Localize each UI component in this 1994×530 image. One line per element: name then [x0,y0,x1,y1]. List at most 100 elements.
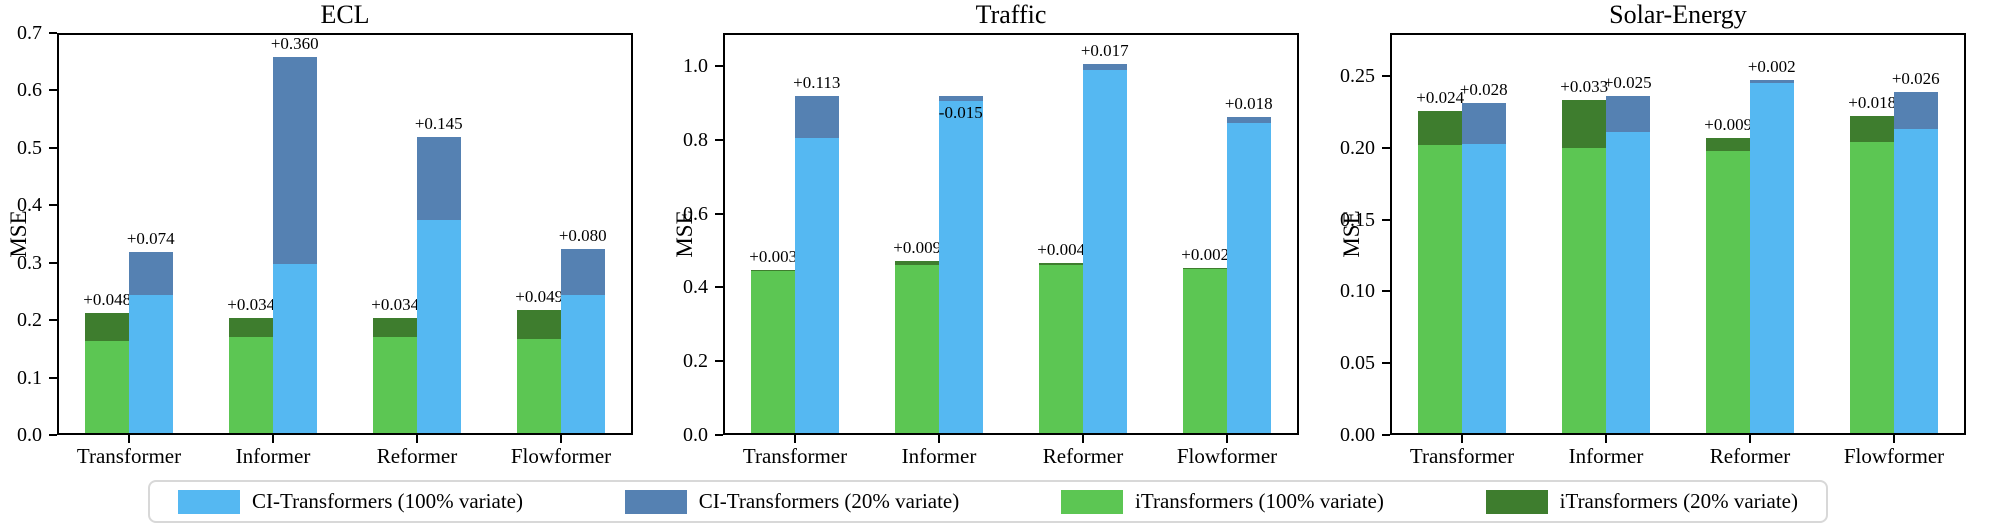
bar-itransformer-100 [1418,144,1462,435]
x-tick [1749,435,1751,443]
delta-annotation: -0.015 [938,103,983,123]
delta-annotation: +0.002 [1181,244,1230,264]
bar-ci-transformer-20-cap [417,136,461,221]
y-tick [715,286,723,289]
bar-itransformer-20-cap [1418,110,1462,145]
delta-annotation: +0.018 [1848,93,1897,113]
delta-annotation: +0.017 [1080,40,1129,60]
bar-itransformer-20-cap [895,261,939,265]
bar-itransformer-20-cap [751,270,795,272]
delta-annotation: +0.049 [515,287,564,307]
legend-swatch-i20 [1485,489,1548,514]
y-tick [715,360,723,363]
x-tick-label: Flowformer [1843,444,1945,468]
y-tick-label: 1.0 [683,55,708,78]
x-tick-label: Reformer [1709,444,1791,468]
bar-itransformer-20-cap [229,317,273,338]
bar-ci-transformer-100 [939,101,983,435]
y-tick-label: 0.15 [1340,208,1375,231]
y-tick-label: 0.0 [17,424,42,446]
y-tick [1382,362,1390,365]
delta-annotation: +0.034 [371,294,420,314]
bar-itransformer-100 [517,338,561,435]
bar-itransformer-100 [1183,268,1227,435]
y-tick [715,434,723,436]
bar-ci-transformer-20-cap [1462,103,1506,144]
legend-item: CI-Transformers (20% variate) [624,489,960,514]
y-tick-label: 0.00 [1340,424,1375,446]
bar-ci-transformer-20-cap [273,57,317,264]
bar-itransformer-100 [1850,142,1894,435]
y-tick-label: 0.05 [1340,352,1375,375]
x-tick [794,435,796,443]
x-tick [416,435,418,443]
y-tick-label: 0.7 [17,22,42,44]
subplot-title: Traffic [975,0,1047,29]
delta-annotation: +0.113 [793,73,841,93]
bar-ci-transformer-100 [1083,69,1127,435]
delta-annotation: +0.033 [1560,77,1609,97]
y-tick [49,261,57,264]
y-tick [49,204,57,207]
x-tick-label: Flowformer [510,444,612,468]
y-tick-label: 0.10 [1340,280,1375,303]
bar-ci-transformer-100 [273,263,317,435]
x-tick [1226,435,1228,443]
bar-ci-transformer-20-cap [1227,116,1271,124]
y-tick [49,32,57,34]
bar-ci-transformer-20-cap [561,248,605,295]
legend-label: CI-Transformers (100% variate) [252,489,523,513]
subplot-title: ECL [320,0,370,29]
bar-itransformer-100 [229,337,273,435]
x-tick-label: Informer [901,444,977,468]
y-tick-label: 0.4 [683,276,708,299]
x-tick [272,435,274,443]
bar-itransformer-20-cap [517,310,561,339]
bar-itransformer-20-cap [1183,267,1227,269]
y-tick [715,212,723,215]
y-tick [715,65,723,68]
y-tick [49,146,57,149]
y-tick-label: 0.4 [17,194,42,217]
y-tick [49,319,57,322]
bar-ci-transformer-100 [1606,132,1650,435]
y-tick-label: 0.6 [17,79,42,102]
bar-itransformer-100 [1039,264,1083,435]
x-tick-label: Reformer [1042,444,1124,468]
legend: CI-Transformers (100% variate) CI-Transfo… [148,480,1828,523]
delta-annotation: +0.003 [749,247,798,267]
bar-ci-transformer-100 [1227,123,1271,435]
delta-annotation: +0.009 [893,238,942,258]
delta-annotation: +0.026 [1891,68,1940,88]
y-tick [1382,434,1390,436]
x-tick [128,435,130,443]
delta-annotation: +0.074 [126,229,175,249]
y-tick-label: 0.20 [1340,136,1375,159]
legend-item: CI-Transformers (100% variate) [178,489,523,514]
x-tick-label: Reformer [376,444,458,468]
y-tick [715,138,723,141]
x-tick-label: Transformer [1409,444,1515,468]
bar-ci-transformer-100 [561,294,605,435]
bar-ci-transformer-20-cap [939,95,983,102]
bar-itransformer-20-cap [373,317,417,338]
delta-annotation: +0.034 [227,294,276,314]
bar-itransformer-100 [1706,150,1750,435]
delta-annotation: +0.018 [1224,93,1273,113]
delta-annotation: +0.360 [270,34,319,54]
delta-annotation: +0.004 [1037,240,1086,260]
bar-ci-transformer-100 [1894,129,1938,435]
bar-itransformer-100 [895,264,939,435]
legend-label: CI-Transformers (20% variate) [698,489,960,513]
y-tick-label: 0.2 [17,309,42,332]
bar-ci-transformer-20-cap [1606,96,1650,133]
x-tick-label: Flowformer [1176,444,1278,468]
x-tick [1605,435,1607,443]
y-tick-label: 0.2 [683,350,708,373]
y-tick-label: 0.1 [17,366,42,389]
x-tick-label: Informer [1568,444,1644,468]
bar-itransformer-20-cap [1562,100,1606,148]
bar-itransformer-100 [751,271,795,435]
bar-itransformer-20-cap [1039,263,1083,265]
